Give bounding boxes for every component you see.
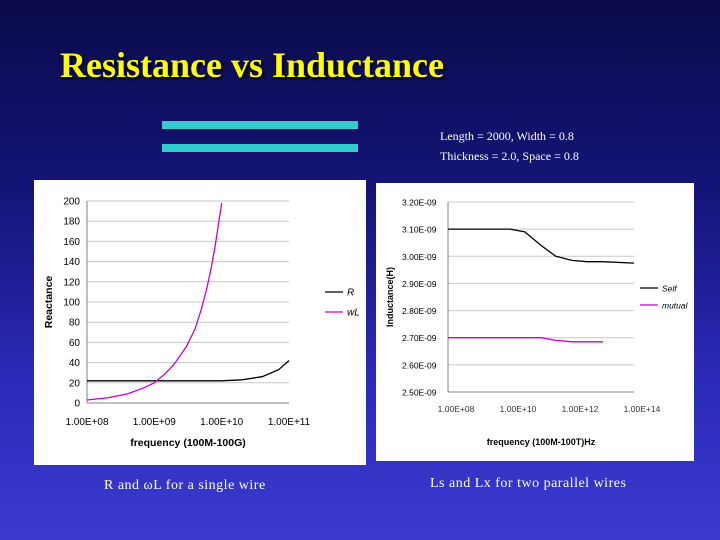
y-tick-label: 3.00E-09 bbox=[402, 252, 437, 262]
inductance-chart-panel: 2.50E-09 2.60E-09 2.70E-09 2.80E-09 2.90E-09… bbox=[376, 183, 694, 461]
legend-label-mutual: mutual bbox=[662, 301, 689, 311]
x-tick-label: 1.00E+14 bbox=[624, 404, 661, 414]
x-tick-label: 1.00E+11 bbox=[268, 417, 311, 428]
y-tick-label: 3.20E-09 bbox=[402, 198, 437, 208]
reactance-chart: 0 20 40 60 80 100 120 140 160 180 200 1.00E+08 1.00E… bbox=[43, 197, 360, 450]
x-axis-title: frequency (100M-100T)Hz bbox=[487, 437, 596, 447]
y-tick-label: 20 bbox=[69, 378, 81, 389]
y-tick-label: 40 bbox=[69, 358, 81, 369]
wire-parameters: Length = 2000, Width = 0.8 Thickness = 2… bbox=[440, 126, 579, 166]
y-tick-label: 2.70E-09 bbox=[402, 333, 437, 343]
y-tick-label: 2.80E-09 bbox=[402, 306, 437, 316]
y-tick-label: 80 bbox=[69, 318, 81, 329]
y-tick-label: 3.10E-09 bbox=[402, 225, 437, 235]
y-tick-label: 160 bbox=[63, 237, 80, 248]
y-tick-label: 2.60E-09 bbox=[402, 360, 437, 370]
series-line-mutual bbox=[448, 337, 603, 343]
series-line-self bbox=[448, 228, 635, 264]
x-tick-label: 1.00E+10 bbox=[200, 417, 244, 428]
y-tick-label: 2.50E-09 bbox=[402, 388, 437, 398]
legend-label-self: Self bbox=[662, 284, 678, 294]
y-tick-label: 100 bbox=[63, 298, 80, 309]
x-tick-label: 1.00E+12 bbox=[562, 404, 599, 414]
params-line-2: Thickness = 2.0, Space = 0.8 bbox=[440, 149, 579, 163]
x-tick-label: 1.00E+09 bbox=[133, 417, 177, 428]
caption-single-wire: R and ωL for a single wire bbox=[104, 478, 266, 493]
legend-label-wl: wL bbox=[347, 308, 360, 319]
y-axis-title: Inductance(H) bbox=[385, 267, 395, 327]
params-line-1: Length = 2000, Width = 0.8 bbox=[440, 129, 574, 143]
y-axis-title: Reactance bbox=[43, 276, 55, 329]
accent-bar-bottom bbox=[162, 144, 358, 152]
caption-parallel-wires: Ls and Lx for two parallel wires bbox=[430, 476, 627, 491]
x-tick-label: 1.00E+08 bbox=[438, 404, 475, 414]
legend-label-r: R bbox=[347, 288, 354, 299]
reactance-chart-panel: 0 20 40 60 80 100 120 140 160 180 200 1.00E+08 1.00E… bbox=[34, 180, 366, 465]
y-tick-label: 140 bbox=[63, 257, 80, 268]
y-tick-label: 60 bbox=[69, 338, 81, 349]
series-line-r bbox=[87, 360, 290, 382]
inductance-chart: 2.50E-09 2.60E-09 2.70E-09 2.80E-09 2.90E-09… bbox=[385, 198, 689, 448]
accent-bar-top bbox=[162, 121, 358, 129]
x-axis-title: frequency (100M-100G) bbox=[130, 437, 246, 449]
y-tick-label: 200 bbox=[63, 197, 80, 208]
series-line-wl bbox=[86, 202, 223, 401]
y-tick-label: 120 bbox=[63, 277, 80, 288]
y-tick-label: 0 bbox=[74, 399, 80, 410]
y-tick-label: 2.90E-09 bbox=[402, 279, 437, 289]
slide-title: Resistance vs Inductance bbox=[60, 45, 444, 85]
y-tick-label: 180 bbox=[63, 217, 80, 228]
x-tick-label: 1.00E+08 bbox=[65, 417, 109, 428]
x-tick-label: 1.00E+10 bbox=[500, 404, 537, 414]
